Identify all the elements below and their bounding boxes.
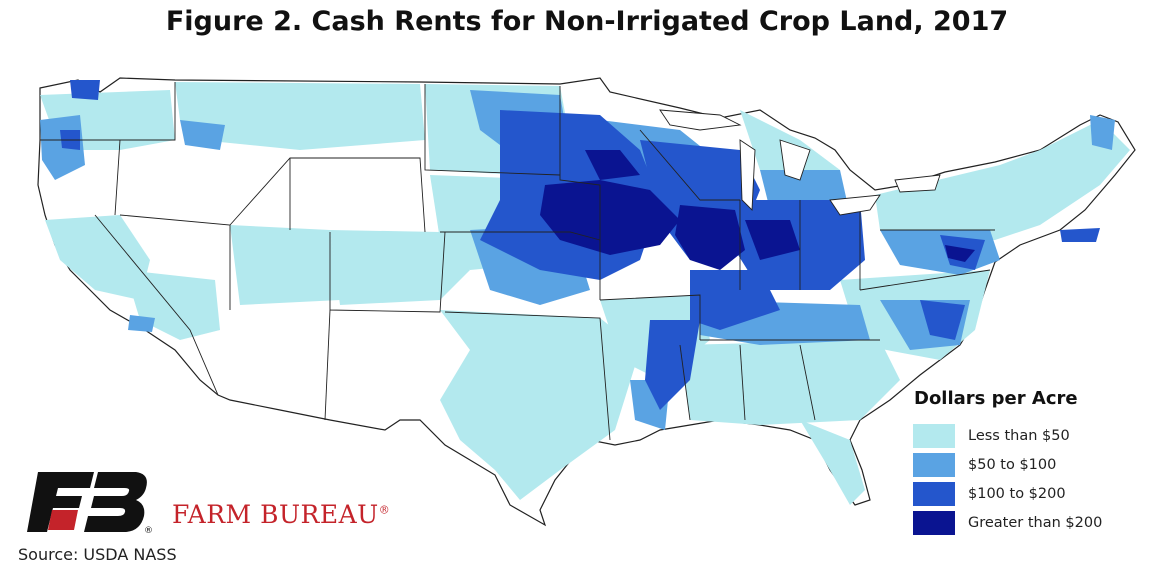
legend-title: Dollars per Acre — [914, 388, 1078, 409]
legend-label: $100 to $200 — [968, 486, 1066, 502]
legend-swatch — [912, 481, 956, 507]
map-legend: Dollars per Acre Less than $50 $50 to $1… — [912, 388, 1152, 539]
legend-item-greater-than-200: Greater than $200 — [912, 510, 1152, 536]
brand-name: FARM BUREAU® — [172, 500, 391, 529]
svg-text:®: ® — [144, 526, 153, 534]
tier-4-regions — [540, 150, 975, 270]
state-borders — [40, 82, 995, 441]
legend-label: $50 to $100 — [968, 457, 1057, 473]
figure-title: Figure 2. Cash Rents for Non-Irrigated C… — [165, 6, 1009, 37]
legend-swatch — [912, 423, 956, 449]
great-lakes — [659, 109, 941, 216]
legend-item-50-to-100: $50 to $100 — [912, 452, 1152, 478]
legend-item-100-to-200: $100 to $200 — [912, 481, 1152, 507]
source-note: Source: USDA NASS — [18, 545, 177, 564]
legend-item-less-than-50: Less than $50 — [912, 423, 1152, 449]
legend-label: Greater than $200 — [968, 515, 1103, 531]
farm-bureau-logo-icon: ® — [27, 472, 153, 534]
legend-label: Less than $50 — [968, 428, 1070, 444]
legend-swatch — [912, 452, 956, 478]
legend-swatch — [912, 510, 956, 536]
